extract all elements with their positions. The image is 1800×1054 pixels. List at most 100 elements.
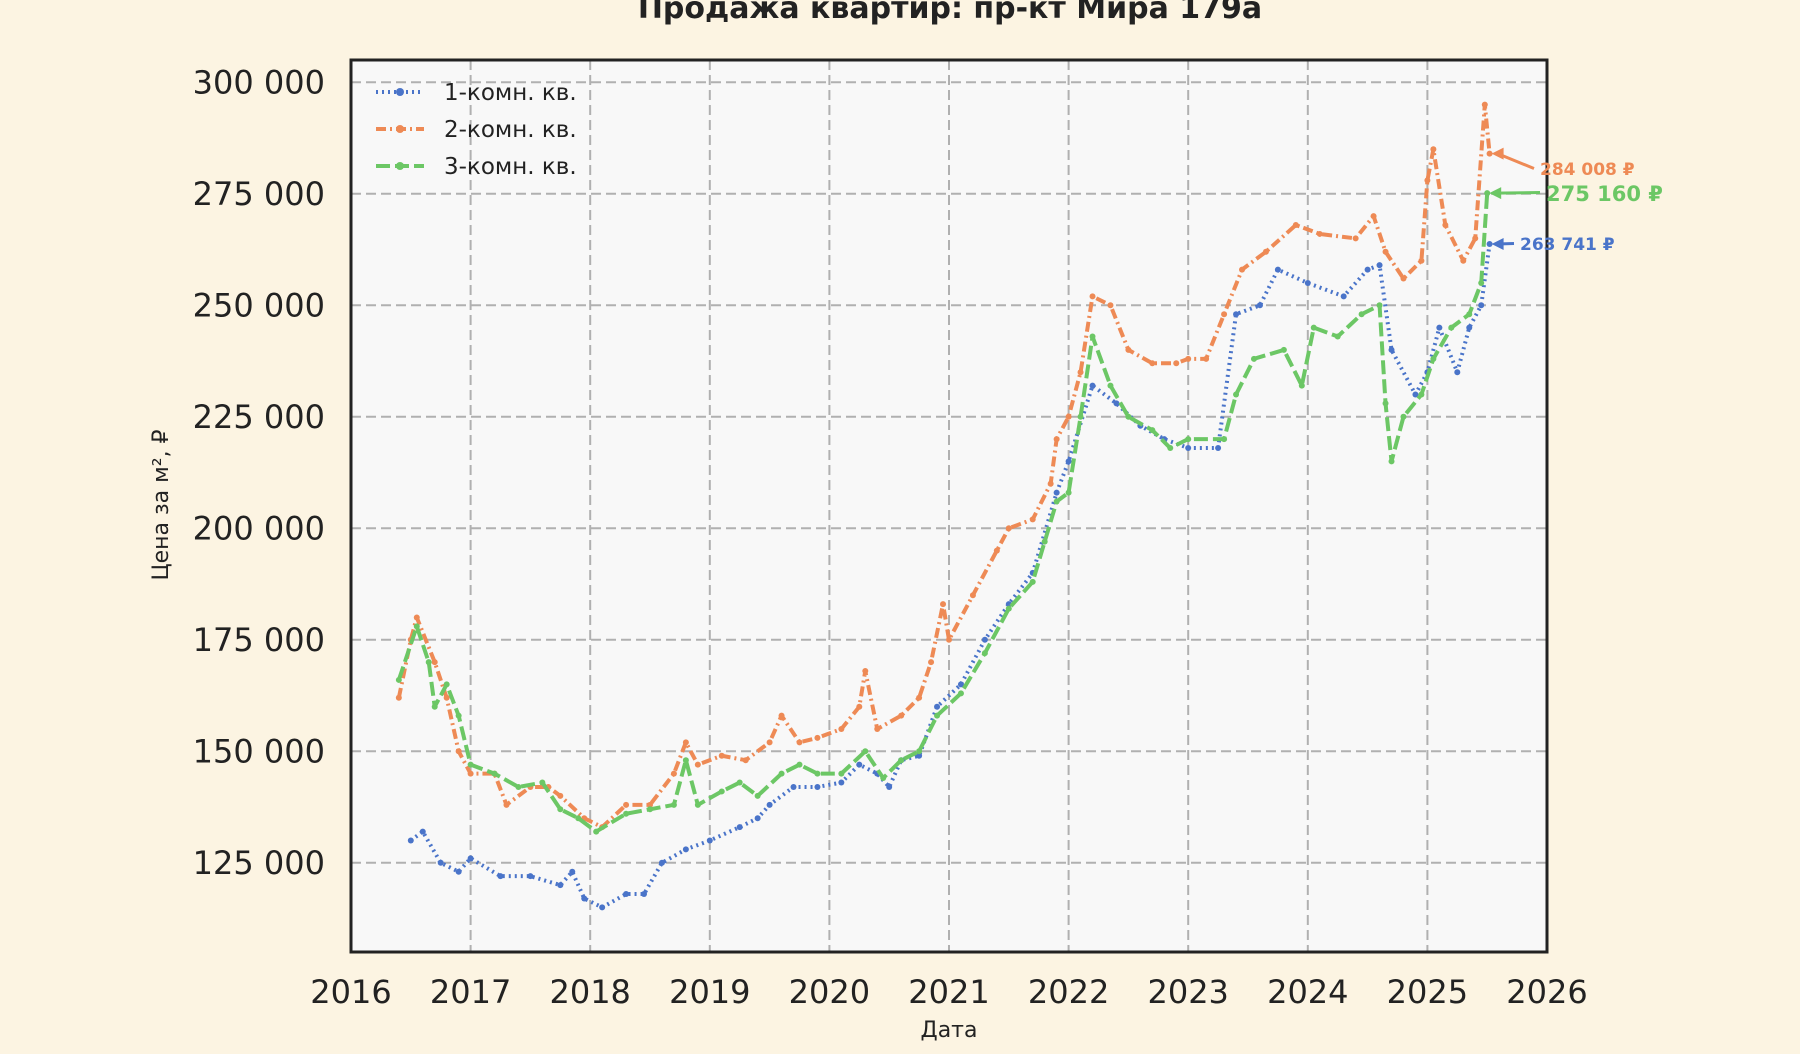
data-point <box>916 694 923 701</box>
data-point <box>1382 400 1389 407</box>
data-point <box>1005 605 1012 612</box>
data-point <box>742 757 749 764</box>
plot-frame <box>349 58 1549 954</box>
legend-label: 2-комн. кв. <box>444 117 577 143</box>
x-tick-label: 2016 <box>310 973 391 1011</box>
data-point <box>569 868 576 875</box>
x-tick-label: 2021 <box>908 973 989 1011</box>
data-point <box>694 761 701 768</box>
data-point <box>623 801 630 808</box>
data-point <box>736 779 743 786</box>
annotation-arrow <box>1497 152 1535 170</box>
x-tick-label: 2017 <box>430 973 511 1011</box>
x-tick-label: 2023 <box>1147 973 1228 1011</box>
data-point <box>455 748 462 755</box>
data-point <box>455 712 462 719</box>
data-point <box>1185 445 1192 452</box>
x-tick-label: 2019 <box>669 973 750 1011</box>
data-point <box>682 846 689 853</box>
data-point <box>838 770 845 777</box>
legend-marker <box>396 162 404 170</box>
data-point <box>641 891 648 898</box>
data-point <box>898 712 905 719</box>
data-point <box>1047 480 1054 487</box>
data-point <box>718 788 725 795</box>
data-point <box>880 775 887 782</box>
data-point <box>1274 266 1281 273</box>
data-point <box>981 636 988 643</box>
data-point <box>1065 413 1072 420</box>
data-point <box>395 694 402 701</box>
y-tick-labels: 125 000 150 000 175 000 200 000 225 000 250 0… <box>193 63 325 882</box>
data-point <box>557 882 564 889</box>
x-tick-label: 2018 <box>549 973 630 1011</box>
data-point <box>557 792 564 799</box>
legend-label: 3-комн. кв. <box>444 154 577 180</box>
data-point <box>934 712 941 719</box>
data-point <box>467 770 474 777</box>
data-point <box>754 815 761 822</box>
data-point <box>1053 489 1060 496</box>
data-point <box>503 801 510 808</box>
data-point <box>1304 280 1311 286</box>
data-point <box>1400 413 1407 420</box>
chart-title: Продажа квартир: пр-кт Мира 179а <box>638 0 1262 26</box>
data-point <box>1065 489 1072 496</box>
data-point <box>1239 266 1246 273</box>
data-point <box>1250 355 1257 362</box>
data-point <box>575 815 582 822</box>
data-point <box>928 659 935 666</box>
data-point <box>886 783 893 790</box>
data-point <box>443 694 450 701</box>
data-point <box>1053 436 1060 443</box>
data-point <box>1107 302 1114 309</box>
data-point <box>1382 248 1389 255</box>
x-tick-label: 2020 <box>789 973 870 1011</box>
data-point <box>898 757 905 764</box>
data-point <box>1149 360 1156 367</box>
data-point <box>670 770 677 777</box>
data-point <box>467 761 474 768</box>
data-point <box>736 824 743 831</box>
data-point <box>838 779 845 786</box>
data-point <box>856 761 863 768</box>
data-point <box>1486 150 1493 157</box>
data-point <box>1310 324 1317 331</box>
data-point <box>934 703 941 710</box>
x-axis-label: Дата <box>921 1018 978 1043</box>
y-tick-label: 300 000 <box>193 63 325 101</box>
y-tick-label: 150 000 <box>193 732 325 770</box>
data-point <box>1478 302 1485 309</box>
y-tick-label: 125 000 <box>193 844 325 882</box>
data-point <box>1125 413 1132 420</box>
data-point <box>623 891 630 898</box>
x-tick-label: 2025 <box>1387 973 1468 1011</box>
data-point <box>969 592 976 599</box>
data-point <box>1089 293 1096 300</box>
data-point <box>1292 222 1299 229</box>
data-point <box>1472 235 1479 242</box>
y-tick-label: 175 000 <box>193 621 325 659</box>
data-point <box>1089 333 1096 340</box>
data-point <box>1280 346 1287 353</box>
data-point <box>1430 355 1437 362</box>
data-point <box>1185 355 1192 362</box>
data-point <box>1203 355 1210 362</box>
data-point <box>581 895 588 902</box>
data-point <box>766 739 773 746</box>
data-point <box>1466 311 1473 318</box>
data-point <box>497 873 504 880</box>
annotation-arrow <box>1495 191 1541 195</box>
data-point <box>670 801 677 808</box>
data-point <box>1029 516 1036 523</box>
data-point <box>647 806 653 813</box>
data-point <box>419 828 426 835</box>
legend: 1-комн. кв. 2-комн. кв. 3-комн. кв. <box>376 80 577 180</box>
data-point <box>957 681 964 688</box>
data-point <box>491 770 498 777</box>
data-point <box>1460 257 1467 264</box>
data-point <box>1316 230 1323 237</box>
data-point <box>1478 280 1485 286</box>
data-point <box>796 739 803 746</box>
data-point <box>814 783 821 790</box>
